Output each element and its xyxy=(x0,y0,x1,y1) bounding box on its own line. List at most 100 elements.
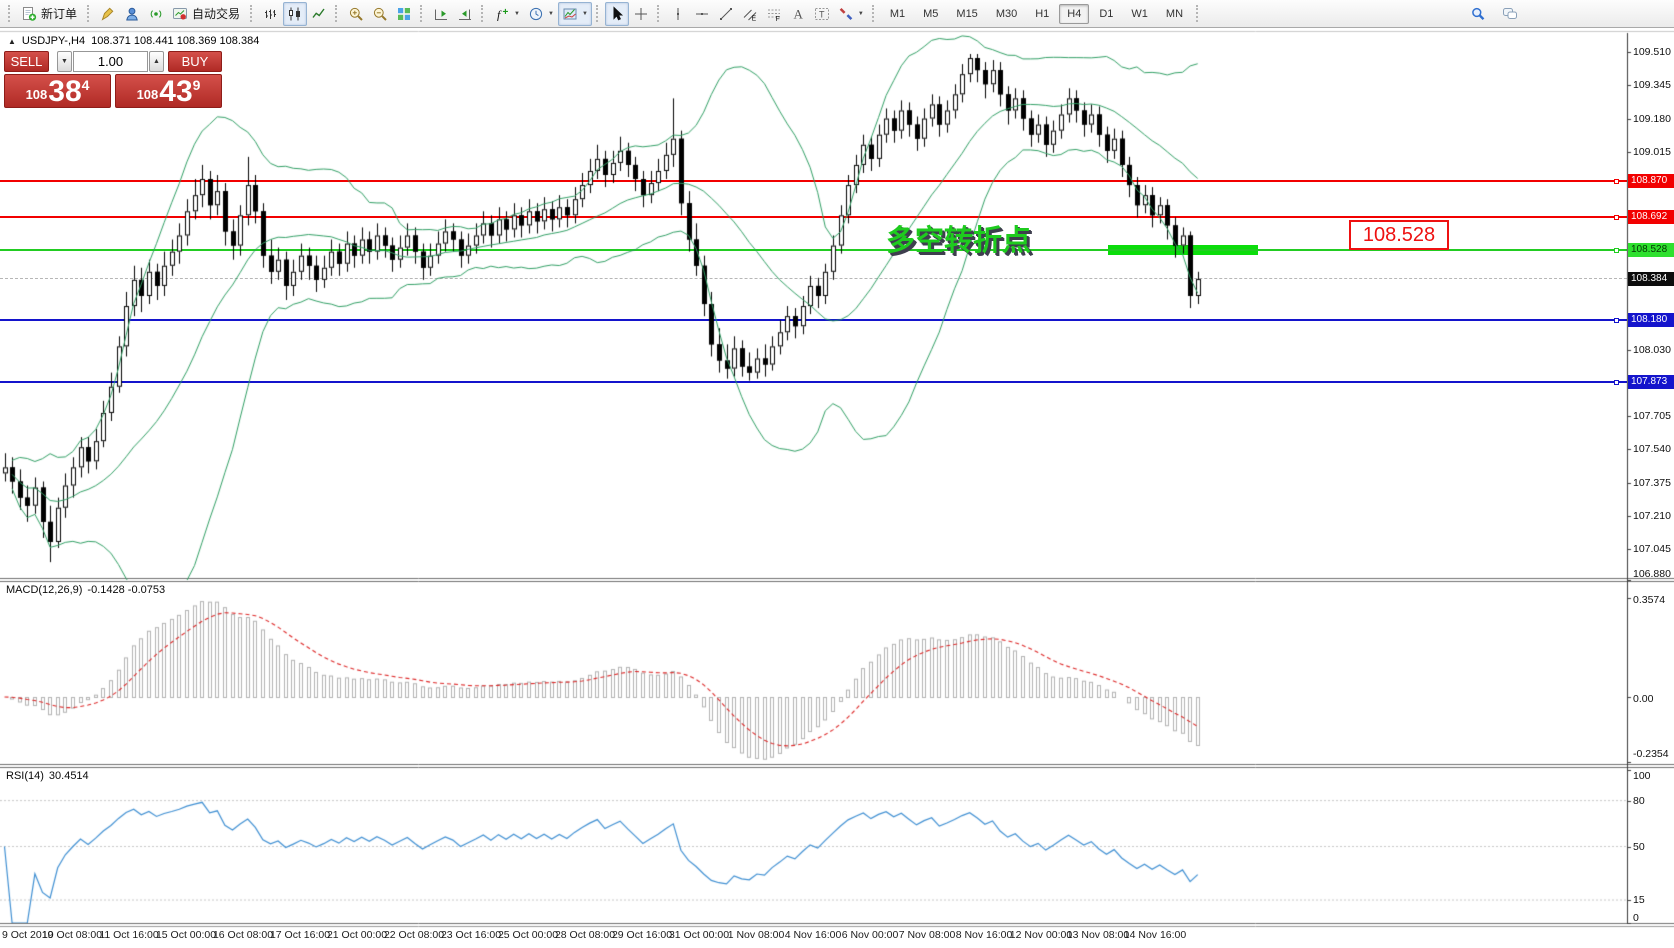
templates-button-dropdown-icon[interactable]: ▼ xyxy=(581,10,588,17)
line-chart-button[interactable] xyxy=(307,2,331,26)
volume-input[interactable] xyxy=(73,51,148,72)
candle-chart-icon xyxy=(287,6,303,22)
svg-text:F: F xyxy=(775,16,779,22)
sell-price-sup: 4 xyxy=(81,77,90,93)
timeframe-m1-button[interactable]: M1 xyxy=(889,7,906,20)
toolbar-grip[interactable] xyxy=(335,5,339,22)
macd-pane-label: MACD(12,26,9) -0.1428 -0.0753 xyxy=(6,584,165,596)
timeframe-mn-button[interactable]: MN xyxy=(1165,7,1184,20)
autotrading-button[interactable]: 自动交易 xyxy=(168,2,246,26)
symbol-title: USDJPY-,H4 xyxy=(21,35,86,47)
one-click-trading-panel: SELL ▼ ▲ BUY 108 38 4 108 43 9 xyxy=(4,51,224,109)
auto-scroll-button[interactable] xyxy=(429,2,453,26)
symbol-info-bar: ▲ USDJPY-,H4 108.371 108.441 108.369 108… xyxy=(8,35,259,47)
trendline-icon xyxy=(718,6,734,22)
toolbar-grip[interactable] xyxy=(420,5,424,22)
new-order-button[interactable]: 新订单 xyxy=(17,2,83,26)
fibonacci-icon: F xyxy=(766,6,782,22)
toolbar-grip[interactable] xyxy=(595,5,600,22)
sell-price-display[interactable]: 108 38 4 xyxy=(4,74,111,108)
indicators-button-dropdown-icon[interactable]: ▼ xyxy=(514,10,520,17)
fibonacci-button[interactable]: F xyxy=(762,2,786,26)
buy-button[interactable]: BUY xyxy=(168,51,222,72)
buy-price-display[interactable]: 108 43 9 xyxy=(115,74,222,108)
svg-text:E: E xyxy=(751,15,756,22)
main-toolbar: 新订单 自动交易 f + ▼ ▼ ▼ E F A T ▼ M1 M5 M15 M30 H1 H4 D1 W1 MN xyxy=(0,0,1674,28)
periods-button[interactable]: ▼ xyxy=(524,2,558,26)
sell-button[interactable]: SELL xyxy=(4,51,49,72)
volume-increase-button[interactable]: ▲ xyxy=(149,51,164,72)
toolbar-grip[interactable] xyxy=(8,5,12,22)
chart-shift-button[interactable] xyxy=(453,2,477,26)
chat-button[interactable] xyxy=(1498,2,1522,26)
arrows-button[interactable]: ▼ xyxy=(834,2,868,26)
equidistant-channel-button[interactable]: E xyxy=(738,2,762,26)
toolbar-grip[interactable] xyxy=(250,5,254,22)
timeframe-w1-button[interactable]: W1 xyxy=(1131,7,1148,20)
buy-price-prefix: 108 xyxy=(136,87,159,102)
price-callout-box[interactable]: 108.528 xyxy=(1349,220,1449,250)
templates-button[interactable]: ▼ xyxy=(557,1,592,26)
bar-chart-button[interactable] xyxy=(259,2,283,26)
vline-icon xyxy=(670,6,686,22)
profile-icon xyxy=(124,6,140,22)
indicators-icon: f + xyxy=(494,6,510,22)
price-scale-badge: 108.384 xyxy=(1628,272,1674,286)
toolbar-right-buttons xyxy=(1466,2,1522,26)
zoom-out-button[interactable] xyxy=(368,2,392,26)
horizontal-line-button[interactable] xyxy=(690,2,714,26)
tile-windows-button[interactable] xyxy=(392,2,416,26)
turning-point-annotation[interactable]: 多空转折点 xyxy=(886,225,1032,257)
profile-button[interactable] xyxy=(120,2,144,26)
collapse-panel-icon[interactable]: ▲ xyxy=(8,36,16,46)
arrows-button-dropdown-icon[interactable]: ▼ xyxy=(857,10,864,17)
buy-price-big: 43 xyxy=(159,75,193,108)
rsi-title: RSI(14) xyxy=(6,770,44,782)
text-button[interactable]: A xyxy=(786,2,810,26)
crosshair-button[interactable] xyxy=(629,2,653,26)
rsi-pane-label: RSI(14) 30.4514 xyxy=(6,770,89,782)
sell-price-big: 38 xyxy=(48,75,82,108)
line-chart-icon xyxy=(311,6,327,22)
signal-icon xyxy=(148,6,164,22)
zoom-in-button[interactable] xyxy=(344,2,368,26)
timeframe-h4-button[interactable]: H4 xyxy=(1059,3,1090,24)
timeframe-m15-button[interactable]: M15 xyxy=(956,7,978,20)
price-scale-badge: 108.528 xyxy=(1628,243,1674,257)
toolbar-grip[interactable] xyxy=(871,5,876,22)
styler-button[interactable] xyxy=(96,2,120,26)
cursor-button[interactable] xyxy=(604,1,629,26)
timeframe-m30-button[interactable]: M30 xyxy=(995,7,1018,20)
timeframe-m5-button[interactable]: M5 xyxy=(923,7,939,20)
periods-button-dropdown-icon[interactable]: ▼ xyxy=(547,10,554,17)
template-icon xyxy=(562,6,578,22)
auto-scroll-icon xyxy=(433,6,449,22)
price-scale-badge: 108.692 xyxy=(1628,210,1674,224)
trendline-button[interactable] xyxy=(714,2,738,26)
vertical-line-button[interactable] xyxy=(666,2,690,26)
search-button[interactable] xyxy=(1466,2,1490,26)
toolbar-grip[interactable] xyxy=(87,5,91,22)
svg-text:f: f xyxy=(497,7,502,21)
crosshair-icon xyxy=(633,6,649,22)
cursor-icon xyxy=(609,5,625,22)
new-order-button-label: 新订单 xyxy=(41,7,78,21)
text-label-icon: T xyxy=(814,6,830,22)
signals-button[interactable] xyxy=(144,2,168,26)
text-label-button[interactable]: T xyxy=(810,2,834,26)
timeframe-bar: M1 M5 M15 M30 H1 H4 D1 W1 MN xyxy=(881,3,1192,24)
toolbar-grip[interactable] xyxy=(656,5,661,22)
svg-text:+: + xyxy=(503,7,509,18)
indicators-button[interactable]: f + ▼ xyxy=(490,2,524,26)
toolbar-grip[interactable] xyxy=(1196,5,1200,22)
zoom-out-icon xyxy=(372,6,388,22)
timeframe-d1-button[interactable]: D1 xyxy=(1099,7,1114,20)
timeframe-h1-button[interactable]: H1 xyxy=(1035,7,1050,20)
volume-decrease-button[interactable]: ▼ xyxy=(57,51,72,72)
text-icon: A xyxy=(790,6,806,22)
price-scale-badge: 107.873 xyxy=(1628,375,1674,389)
arrows-icon xyxy=(838,6,854,22)
candlestick-chart-button[interactable] xyxy=(283,1,308,26)
toolbar-grip[interactable] xyxy=(481,5,485,22)
